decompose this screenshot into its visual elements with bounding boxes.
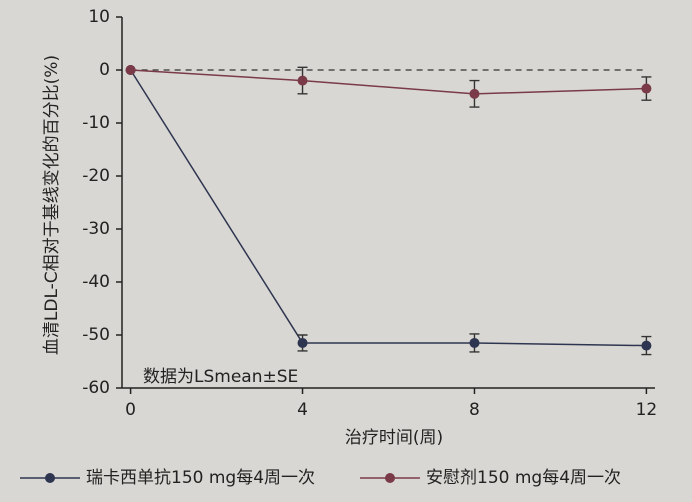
legend-label: 安慰剂150 mg每4周一次 — [426, 468, 621, 488]
x-tick-label: 4 — [297, 400, 308, 420]
data-point — [641, 340, 652, 351]
y-tick-label: -30 — [82, 219, 110, 239]
series-line — [130, 69, 647, 95]
y-tick-label: 0 — [99, 60, 110, 80]
legend-label: 瑞卡西单抗150 mg每4周一次 — [86, 468, 315, 488]
y-tick-label: -20 — [82, 166, 110, 186]
data-point — [469, 88, 480, 99]
y-tick-label: -50 — [82, 325, 110, 345]
y-tick-label: -40 — [82, 272, 110, 292]
x-axis-label: 治疗时间(周) — [345, 428, 443, 448]
x-tick-label: 12 — [636, 400, 658, 420]
y-axis-label: 血清LDL-C相对于基线变化的百分比(%) — [42, 55, 62, 355]
x-tick-label: 0 — [125, 400, 136, 420]
legend-marker — [385, 473, 395, 483]
x-tick-label: 8 — [469, 400, 480, 420]
series-line — [129, 69, 647, 347]
data-point — [297, 75, 308, 86]
data-point — [641, 83, 652, 94]
data-point — [469, 337, 480, 348]
legend-marker — [45, 473, 55, 483]
y-tick-label: -10 — [82, 113, 110, 133]
annotation: 数据为LSmean±SE — [143, 367, 298, 387]
data-point — [125, 65, 136, 75]
y-tick-label: -60 — [82, 378, 110, 398]
data-point — [297, 337, 308, 348]
y-tick-label: 10 — [88, 7, 110, 27]
